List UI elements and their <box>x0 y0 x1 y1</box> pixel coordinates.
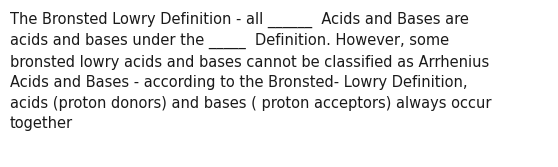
Text: The Bronsted Lowry Definition - all ______  Acids and Bases are
acids and bases : The Bronsted Lowry Definition - all ____… <box>10 12 492 131</box>
